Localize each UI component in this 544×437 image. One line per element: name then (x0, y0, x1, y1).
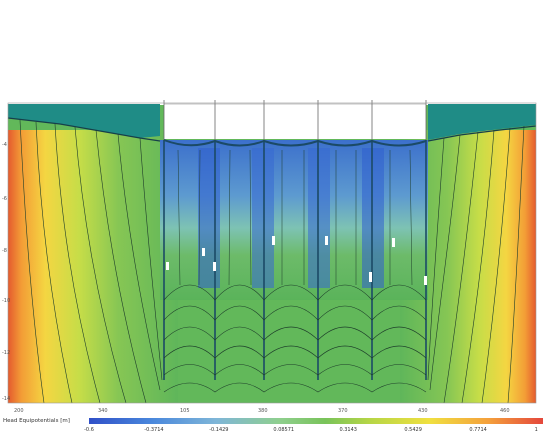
legend-tick: 0.3143 (339, 427, 357, 433)
y-tick: -6 (2, 196, 7, 202)
equipotential-lines-left (19, 119, 163, 404)
left-ground-cap (8, 104, 160, 138)
equipotential-lines-right (427, 125, 525, 404)
plot-frame (7, 102, 537, 404)
inner-contours (177, 149, 413, 286)
x-tick: 380 (258, 408, 268, 414)
x-tick: 105 (180, 408, 190, 414)
legend-color-bar (89, 418, 543, 424)
y-tick: -12 (2, 350, 10, 356)
groundwater-flow-diagram: -4 -6 -8 -10 -12 -14 200 340 105 380 370… (2, 100, 537, 414)
legend-tick: 0.5429 (404, 427, 422, 433)
x-tick: 340 (98, 408, 108, 414)
left-head-zone (8, 130, 178, 403)
x-tick: 460 (500, 408, 510, 414)
excavation-base-line (163, 139, 427, 147)
legend-title: Head Equipotentials [m] (3, 418, 70, 424)
y-tick: -8 (2, 248, 7, 254)
x-tick: 430 (418, 408, 428, 414)
well-markers (166, 236, 427, 285)
x-tick: 200 (14, 408, 24, 414)
legend-tick: -0.3714 (144, 427, 164, 433)
legend-tick: 0.7714 (469, 427, 487, 433)
equipotential-arcs (163, 284, 427, 393)
legend-ticks: -0.6 -0.3714 -0.1429 0.08571 0.3143 0.54… (84, 427, 543, 435)
legend-tick: -0.1429 (209, 427, 229, 433)
y-tick: -4 (2, 142, 7, 148)
legend-tick: 0.08571 (273, 427, 295, 433)
excavation-pit (164, 104, 426, 139)
x-axis-ticks: 200 340 105 380 370 430 460 (14, 408, 510, 414)
y-axis-ticks: -4 -6 -8 -10 -12 -14 (2, 142, 10, 402)
y-tick: -10 (2, 298, 10, 304)
excavation-struts (163, 100, 427, 140)
legend-tick: 1 (534, 427, 538, 433)
left-ground-line (7, 117, 161, 142)
right-ground-cap (428, 104, 536, 140)
x-tick: 370 (338, 408, 348, 414)
y-tick: -14 (2, 396, 10, 402)
legend-tick: -0.6 (84, 427, 94, 433)
